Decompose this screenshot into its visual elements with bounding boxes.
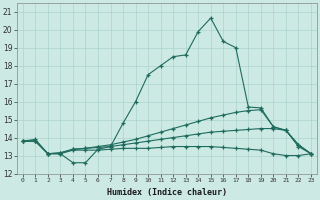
X-axis label: Humidex (Indice chaleur): Humidex (Indice chaleur) xyxy=(107,188,227,197)
